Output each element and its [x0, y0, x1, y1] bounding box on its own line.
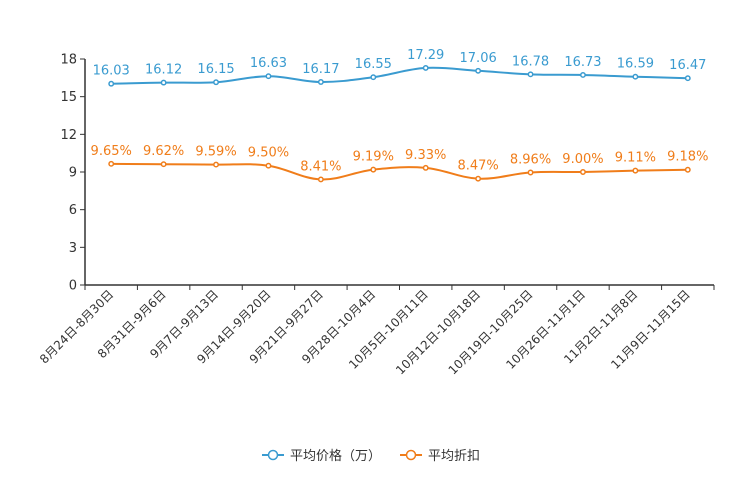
series-2-data-label: 8.47%: [457, 159, 498, 174]
series-2-data-label: 9.65%: [91, 144, 132, 159]
series-1-data-label: 16.55: [355, 57, 392, 72]
series-1-data-label: 16.47: [669, 58, 706, 73]
series-1-data-label: 17.06: [460, 51, 497, 66]
series-1-point[interactable]: [317, 79, 324, 85]
series-1-point[interactable]: [475, 67, 482, 74]
series-1-data-label: 16.73: [564, 55, 601, 70]
series-1-data-label: 16.17: [302, 62, 339, 77]
series-1-point[interactable]: [213, 79, 219, 86]
legend-item-1[interactable]: 平均价格（万）: [262, 448, 381, 464]
axes: 03691215188月24日-8月30日8月31日-9月6日9月7日-9月13…: [37, 53, 715, 377]
series-2-data-label: 9.00%: [562, 152, 603, 167]
series-1-data-label: 16.78: [512, 54, 549, 69]
series-1-data-label: 16.59: [617, 57, 654, 72]
series-1-point[interactable]: [684, 75, 691, 82]
y-tick-label: 18: [60, 53, 77, 68]
series-1-data-label: 16.03: [93, 64, 130, 79]
series-lines: [111, 66, 688, 181]
series-2-point[interactable]: [580, 169, 586, 175]
series-1-point[interactable]: [108, 80, 115, 87]
series-2-point[interactable]: [213, 161, 219, 168]
series-1-point[interactable]: [422, 64, 429, 71]
y-tick-label: 9: [69, 166, 77, 181]
legend-item-2[interactable]: 平均折扣: [400, 449, 480, 464]
series-2-point[interactable]: [684, 166, 691, 173]
legend-marker-icon: [405, 449, 417, 461]
series-2-data-label: 9.18%: [667, 150, 708, 165]
series-1-point[interactable]: [160, 79, 167, 86]
series-2-data-label: 9.62%: [143, 144, 184, 159]
y-tick-label: 6: [69, 203, 77, 218]
series-1-data-label: 16.15: [197, 62, 234, 77]
series-1-point[interactable]: [265, 73, 272, 80]
series-2-data-label: 9.33%: [405, 148, 446, 163]
series-2-point[interactable]: [370, 166, 377, 173]
series-2-data-label: 9.50%: [248, 146, 289, 161]
series-line-1: [111, 66, 688, 85]
series-2-point[interactable]: [527, 169, 534, 176]
series-2-data-label: 9.59%: [195, 145, 236, 160]
series-1-point[interactable]: [580, 71, 586, 78]
series-2-point[interactable]: [475, 175, 482, 182]
series-2-data-label: 8.96%: [510, 153, 551, 168]
y-tick-label: 3: [69, 241, 77, 256]
series-2-point[interactable]: [160, 161, 167, 168]
series-2-point[interactable]: [265, 162, 272, 169]
series-points: [108, 64, 691, 183]
series-2-data-label: 9.19%: [353, 150, 394, 165]
legend-marker-icon: [267, 449, 279, 461]
series-2-point[interactable]: [632, 167, 639, 174]
series-2-point[interactable]: [317, 176, 324, 183]
series-1-point[interactable]: [370, 74, 377, 81]
legend-label: 平均价格（万）: [290, 448, 381, 464]
legend-label: 平均折扣: [428, 449, 480, 464]
series-1-point[interactable]: [527, 71, 534, 78]
y-tick-label: 12: [60, 128, 77, 143]
data-labels: 16.03 16.12 16.15 16.63 16.17 16.55 17.29 17.06…: [91, 48, 709, 174]
series-1-data-label: 16.12: [145, 63, 182, 78]
y-tick-label: 0: [69, 279, 77, 294]
series-2-point[interactable]: [108, 160, 115, 167]
series-1-data-label: 17.29: [407, 48, 444, 63]
series-2-data-label: 8.41%: [300, 159, 341, 174]
series-1-point[interactable]: [632, 73, 639, 80]
legend[interactable]: 平均价格（万） 平均折扣: [262, 448, 480, 464]
series-1-data-label: 16.63: [250, 56, 287, 71]
series-2-data-label: 9.11%: [615, 151, 656, 166]
y-tick-label: 15: [60, 90, 77, 105]
series-2-point[interactable]: [422, 164, 429, 171]
series-line-2: [111, 162, 688, 181]
